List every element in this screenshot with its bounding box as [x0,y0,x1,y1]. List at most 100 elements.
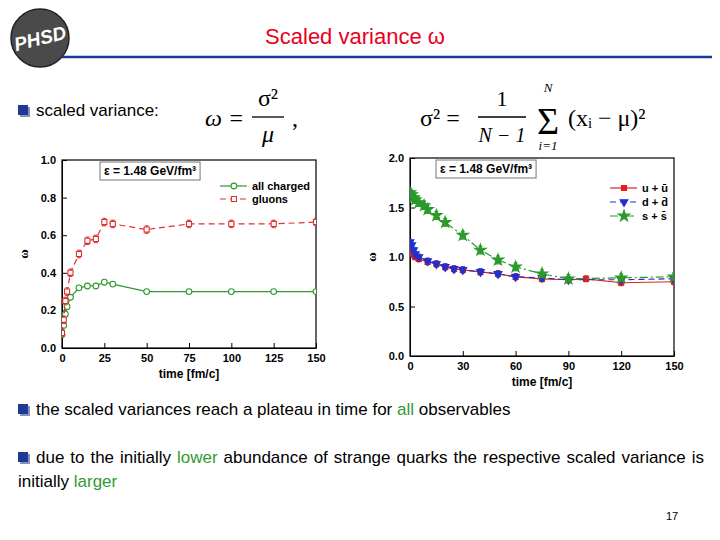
y-tick-label: 1.0 [41,154,56,166]
page-number: 17 [666,510,678,522]
data-point [424,259,432,266]
error-bar [62,316,66,324]
x-tick: 120 [613,351,631,372]
error-bar [272,290,276,294]
y-tick-mark [410,356,415,357]
error-bar [145,226,149,234]
y-tick: 1.0 [41,154,67,166]
annotation-box [100,162,200,180]
x-tick-mark [189,343,190,348]
data-point [65,289,70,294]
formula-text: 1 [497,86,508,111]
data-point [457,229,468,240]
x-tick-label: 50 [141,352,153,364]
x-tick: 50 [141,343,153,364]
x-axis-title: time [fm/c] [159,367,220,381]
x-tick: 75 [183,343,195,364]
error-bar [63,297,67,305]
y-tick-label: 0.0 [41,342,56,354]
chart: 03060901201500.00.51.01.52.0time [fm/c]ω… [364,152,684,389]
plot-data [410,187,674,286]
data-point [271,221,276,226]
y-axis: 0.00.20.40.60.81.0 [41,154,67,354]
data-point [563,273,574,284]
error-bar [145,290,149,294]
legend-label: gluons [252,193,288,205]
x-tick: 90 [563,351,575,372]
data-point [62,330,65,335]
data-point [186,221,191,226]
x-tick-mark [568,351,569,356]
data-point [186,289,192,295]
data-point [475,244,486,255]
error-bar [229,290,233,294]
x-tick-mark [316,343,317,348]
x-tick-mark [516,351,517,356]
legend-label: s + s̄ [642,210,667,222]
error-bar [94,284,98,288]
bullet-icon [18,452,28,462]
data-point [93,283,99,289]
error-bar [314,218,316,226]
data-point [668,271,674,282]
bullet-segment: lower [177,448,218,467]
y-tick-mark [410,208,415,209]
data-point [616,272,627,283]
formula-text: σ² [258,85,278,111]
data-point [102,219,107,224]
legend-swatch-marker [618,210,629,221]
legend-swatch-marker [231,196,236,201]
x-tick: 60 [510,351,522,372]
y-tick: 1.5 [389,202,415,214]
x-axis: 0255075100125150 [59,343,325,364]
bullet-segment: observables [414,400,510,419]
x-tick-label: 25 [99,352,111,364]
legend-swatch-marker [231,183,237,189]
bullet-segment: scaled variance: [36,101,159,120]
data-point [229,221,234,226]
y-tick-label: 0.6 [41,229,56,241]
data-point [101,279,107,285]
annotation-box [436,160,536,178]
data-point [450,267,458,274]
data-point [93,236,98,241]
series-line [410,249,674,283]
error-bar [65,305,69,309]
y-tick-mark [62,160,67,161]
plot-frame [62,160,316,348]
data-point [313,219,316,224]
x-tick: 150 [307,343,325,364]
data-point [431,209,442,220]
series-line [62,222,316,333]
data-point [110,221,115,226]
bullet-icon [18,105,28,115]
legend: all chargedgluons [220,180,310,205]
data-point [422,204,433,215]
data-point [85,283,91,289]
data-point [440,216,451,227]
x-tick-label: 30 [457,360,469,372]
x-tick-label: 90 [563,360,575,372]
x-tick-mark [674,351,675,356]
y-tick-mark [62,235,67,236]
data-point [85,238,90,243]
error-bar [187,220,191,228]
error-bar [94,235,98,243]
x-tick-mark [147,343,148,348]
data-point [228,289,234,295]
error-bar [102,218,106,226]
x-axis: 0306090120150 [407,351,683,372]
error-bar [77,250,81,258]
y-tick-mark [62,273,67,274]
error-bar [314,290,316,294]
y-tick: 0.0 [389,350,415,362]
formula-text: (xᵢ − μ)² [568,105,646,131]
bullet-segment: due to the initially [36,448,177,467]
data-point [477,270,485,277]
annotation: ε = 1.48 GeV/fm³ [104,164,196,178]
error-bar [272,220,276,228]
data-point [313,289,316,295]
x-tick-label: 150 [665,360,683,372]
x-tick-label: 75 [183,352,195,364]
x-axis-title: time [fm/c] [512,375,573,389]
